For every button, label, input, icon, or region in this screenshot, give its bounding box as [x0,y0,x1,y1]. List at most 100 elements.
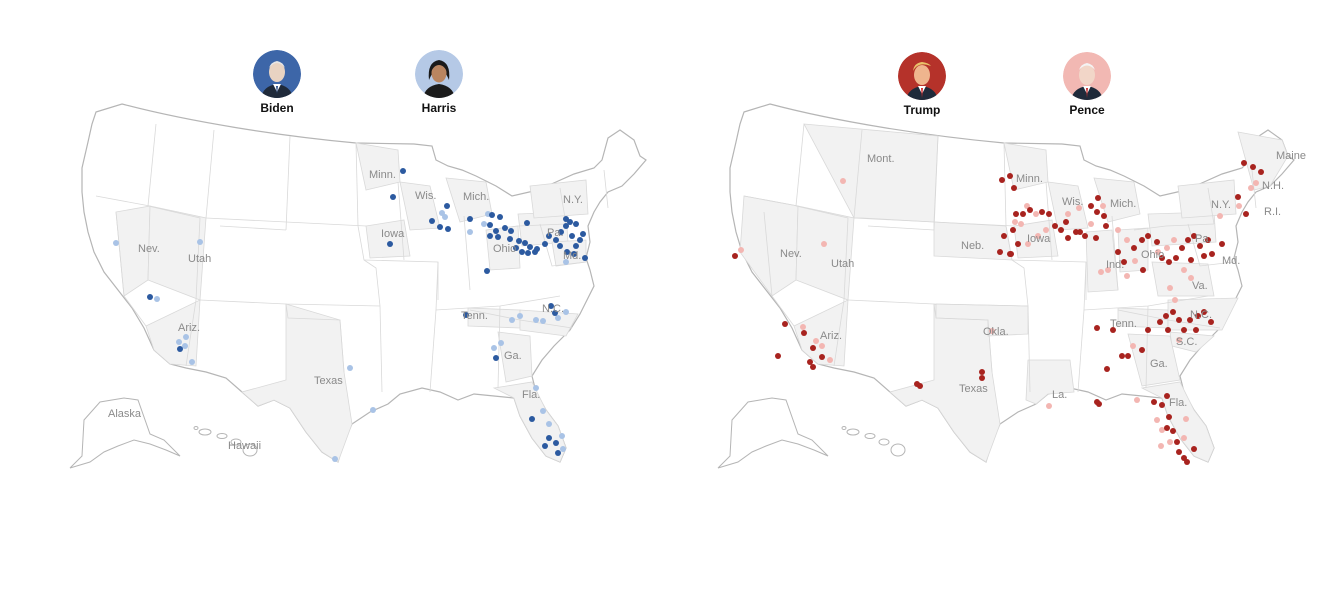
visit-dot-primary [573,243,579,249]
state-border [285,135,291,231]
visit-dot-primary [463,312,469,318]
visit-dot-secondary [1236,203,1242,209]
visit-dot-primary [527,244,533,250]
visit-dot-primary [1164,425,1170,431]
visit-dot-primary [1015,241,1021,247]
visit-dot-secondary [1253,180,1259,186]
visit-dot-secondary [1076,205,1082,211]
visit-dot-primary [1195,313,1201,319]
visit-dot-primary [1001,233,1007,239]
visit-dot-secondary [176,339,182,345]
visit-dot-primary [807,359,813,365]
visit-dot-secondary [840,178,846,184]
visit-dot-primary [1095,195,1101,201]
state-border [1111,215,1119,291]
state-label-md: Md. [563,250,581,262]
visit-dot-secondary [555,315,561,321]
visit-dot-primary [1176,449,1182,455]
state-label-mont: Mont. [867,153,895,165]
visit-dot-secondary [563,259,569,265]
visit-dot-primary [1219,241,1225,247]
state-label-tenn: Tenn. [461,310,488,322]
state-border [497,305,501,389]
visit-dot-secondary [1018,221,1024,227]
visit-dot-secondary [819,343,825,349]
state-label-minn: Minn. [369,169,396,181]
visit-dot-primary [1063,219,1069,225]
state-border [463,215,471,291]
candidate-name-trump: Trump [903,103,941,117]
visit-dot-primary [819,354,825,360]
visit-dot-primary [732,253,738,259]
visit-dot-primary [1187,317,1193,323]
visited-state-shape [739,195,799,297]
candidate-biden: Biden [232,50,322,115]
state-border [115,211,147,327]
visit-dot-primary [487,222,493,228]
visit-dot-secondary [1154,417,1160,423]
visit-dot-secondary [1158,443,1164,449]
state-label-ri: R.I. [1264,206,1281,218]
state-border [1117,309,1221,329]
visit-dot-secondary [1159,427,1165,433]
visit-dot-secondary [738,247,744,253]
visit-dot-secondary [1171,237,1177,243]
visit-dot-primary [1010,227,1016,233]
visited-state-shape [1025,359,1075,405]
visit-dot-primary [487,233,493,239]
state-border [795,123,849,301]
state-border [933,135,939,231]
visit-dot-secondary [813,338,819,344]
visit-dot-primary [997,249,1003,255]
visit-dot-secondary [370,407,376,413]
visit-dot-primary [580,231,586,237]
hawaii-island [216,433,228,439]
visit-dot-secondary [546,421,552,427]
state-border [469,309,573,329]
state-border [435,261,561,311]
state-border [539,223,587,267]
visit-dot-secondary [1046,403,1052,409]
state-border [603,169,609,209]
visit-dot-primary [1154,239,1160,245]
visit-dot-primary [1193,327,1199,333]
visit-dot-secondary [467,229,473,235]
visit-dot-primary [999,177,1005,183]
state-label-iowa: Iowa [1027,233,1051,245]
visit-dot-secondary [517,313,523,319]
state-label-texas: Texas [959,383,988,395]
visit-dot-secondary [1105,267,1111,273]
state-border [355,142,359,227]
state-label-mich: Mich. [1110,198,1136,210]
state-border [1077,309,1085,393]
visit-dot-primary [1243,211,1249,217]
visit-dot-secondary [347,365,353,371]
visited-state-shape [497,331,533,383]
visit-dot-primary [525,250,531,256]
republican-map-panel: Mont. Maine Minn. N.H. Wis. Mich. R.I. N… [667,0,1334,591]
visit-dot-primary [1166,259,1172,265]
visit-dot-primary [493,228,499,234]
visit-dot-primary [1046,211,1052,217]
visit-dot-secondary [1043,227,1049,233]
visit-dot-primary [516,238,522,244]
state-border [867,225,935,231]
visit-dot-secondary [1130,343,1136,349]
candidate-trump: Trump [877,52,967,117]
visit-dot-primary [1140,267,1146,273]
visit-dot-primary [1165,327,1171,333]
visit-dot-primary [1119,353,1125,359]
visit-dot-primary [782,321,788,327]
hawaii-island [230,438,242,446]
visited-state-shape [519,309,579,337]
visit-dot-primary [775,353,781,359]
visit-dot-primary [1008,251,1014,257]
visit-dot-primary [1121,259,1127,265]
state-border [1083,261,1209,311]
democratic-map-panel: Minn. Wis. Mich. N.Y. Iowa Pa. Ohio Md. … [0,0,667,591]
visit-dot-primary [467,216,473,222]
state-border [853,217,1015,227]
candidate-name-pence: Pence [1069,103,1105,117]
state-label-ariz: Ariz. [820,330,842,342]
state-label-okla: Okla. [983,326,1009,338]
